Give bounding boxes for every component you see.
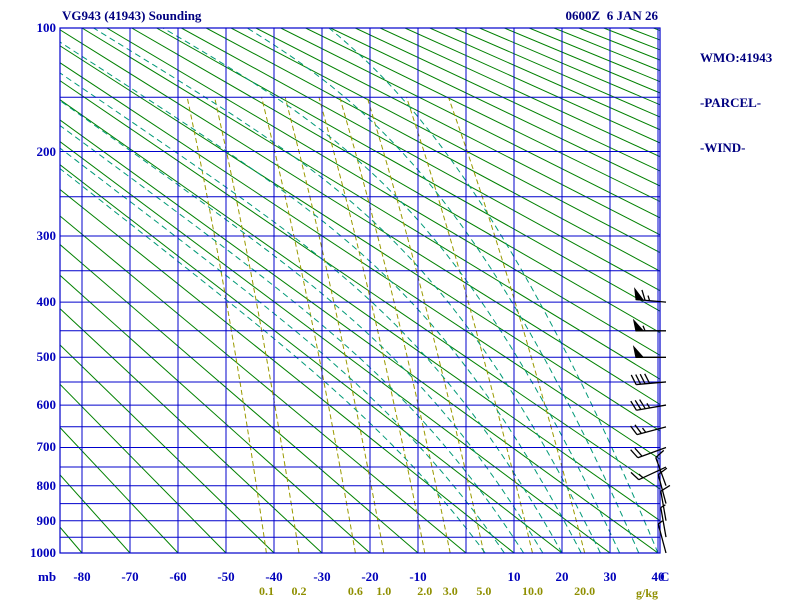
- mixing-tick-label: 3.0: [442, 584, 458, 598]
- temp-tick-label: -80: [73, 569, 91, 584]
- pressure-unit-label: mb: [38, 569, 57, 584]
- temp-tick-label: 20: [555, 569, 569, 584]
- grid-lines: [59, 27, 661, 554]
- wind-barb: [632, 318, 666, 332]
- wind-barb: [630, 466, 667, 481]
- mixing-tick-label: 0.2: [291, 584, 307, 598]
- wind-barb: [655, 449, 667, 486]
- chart-datetime: 0600Z 6 JAN 26: [565, 8, 658, 23]
- wind-barb: [657, 467, 668, 504]
- temp-tick-label: -30: [313, 569, 331, 584]
- pressure-tick-label: 800: [36, 477, 57, 493]
- wind-barb: [630, 446, 667, 459]
- temp-tick-label: -40: [265, 569, 283, 584]
- temp-tick-label: -50: [217, 569, 235, 584]
- temp-tick-label: 10: [507, 569, 521, 584]
- mixing-tick-label: 0.1: [258, 584, 274, 598]
- wind-barb: [660, 504, 667, 538]
- pressure-tick-label: 600: [36, 397, 57, 413]
- mixing-tick-label: 20.0: [574, 584, 596, 598]
- pressure-tick-label: 100: [36, 20, 57, 35]
- pressure-tick-label: 700: [36, 439, 57, 455]
- wind-barb: [632, 345, 666, 358]
- mixing-unit-label: g/kg: [636, 586, 659, 600]
- wind-barb: [630, 399, 667, 411]
- temp-unit-label: C: [660, 569, 670, 584]
- pressure-tick-label: 400: [36, 294, 57, 310]
- wind-barbs: [630, 287, 671, 554]
- wind-barb: [630, 373, 667, 386]
- chart-title: VG943 (41943) Sounding: [62, 8, 202, 23]
- mixing-tick-label: 2.0: [417, 584, 433, 598]
- side-panel-parcel: -PARCEL-: [700, 95, 762, 110]
- temp-tick-label: -70: [121, 569, 139, 584]
- temp-tick-label: -60: [169, 569, 187, 584]
- side-panel-station: WMO:41943: [700, 50, 773, 65]
- temp-tick-label: -10: [409, 569, 427, 584]
- wind-barb: [630, 424, 667, 436]
- temp-tick-label: 40: [651, 569, 665, 584]
- mixing-tick-label: 0.6: [347, 584, 363, 598]
- pressure-tick-label: 900: [36, 512, 57, 528]
- pressure-tick-label: 500: [36, 349, 57, 365]
- pressure-tick-label: 1000: [30, 545, 56, 560]
- pressure-tick-label: 200: [36, 143, 57, 159]
- temp-tick-label: 30: [603, 569, 617, 584]
- pressure-tick-label: 300: [36, 227, 57, 243]
- side-panel: WMO:41943 -PARCEL- -WIND-: [700, 20, 772, 185]
- side-panel-wind: -WIND-: [700, 140, 746, 155]
- temp-tick-label: -20: [361, 569, 379, 584]
- mixing-ratio-lines: [186, 97, 586, 553]
- wind-barb: [634, 287, 667, 303]
- mixing-tick-label: 5.0: [476, 584, 492, 598]
- mixing-tick-label: 1.0: [376, 584, 392, 598]
- mixing-tick-label: 10.0: [521, 584, 543, 598]
- wind-barb: [657, 520, 667, 554]
